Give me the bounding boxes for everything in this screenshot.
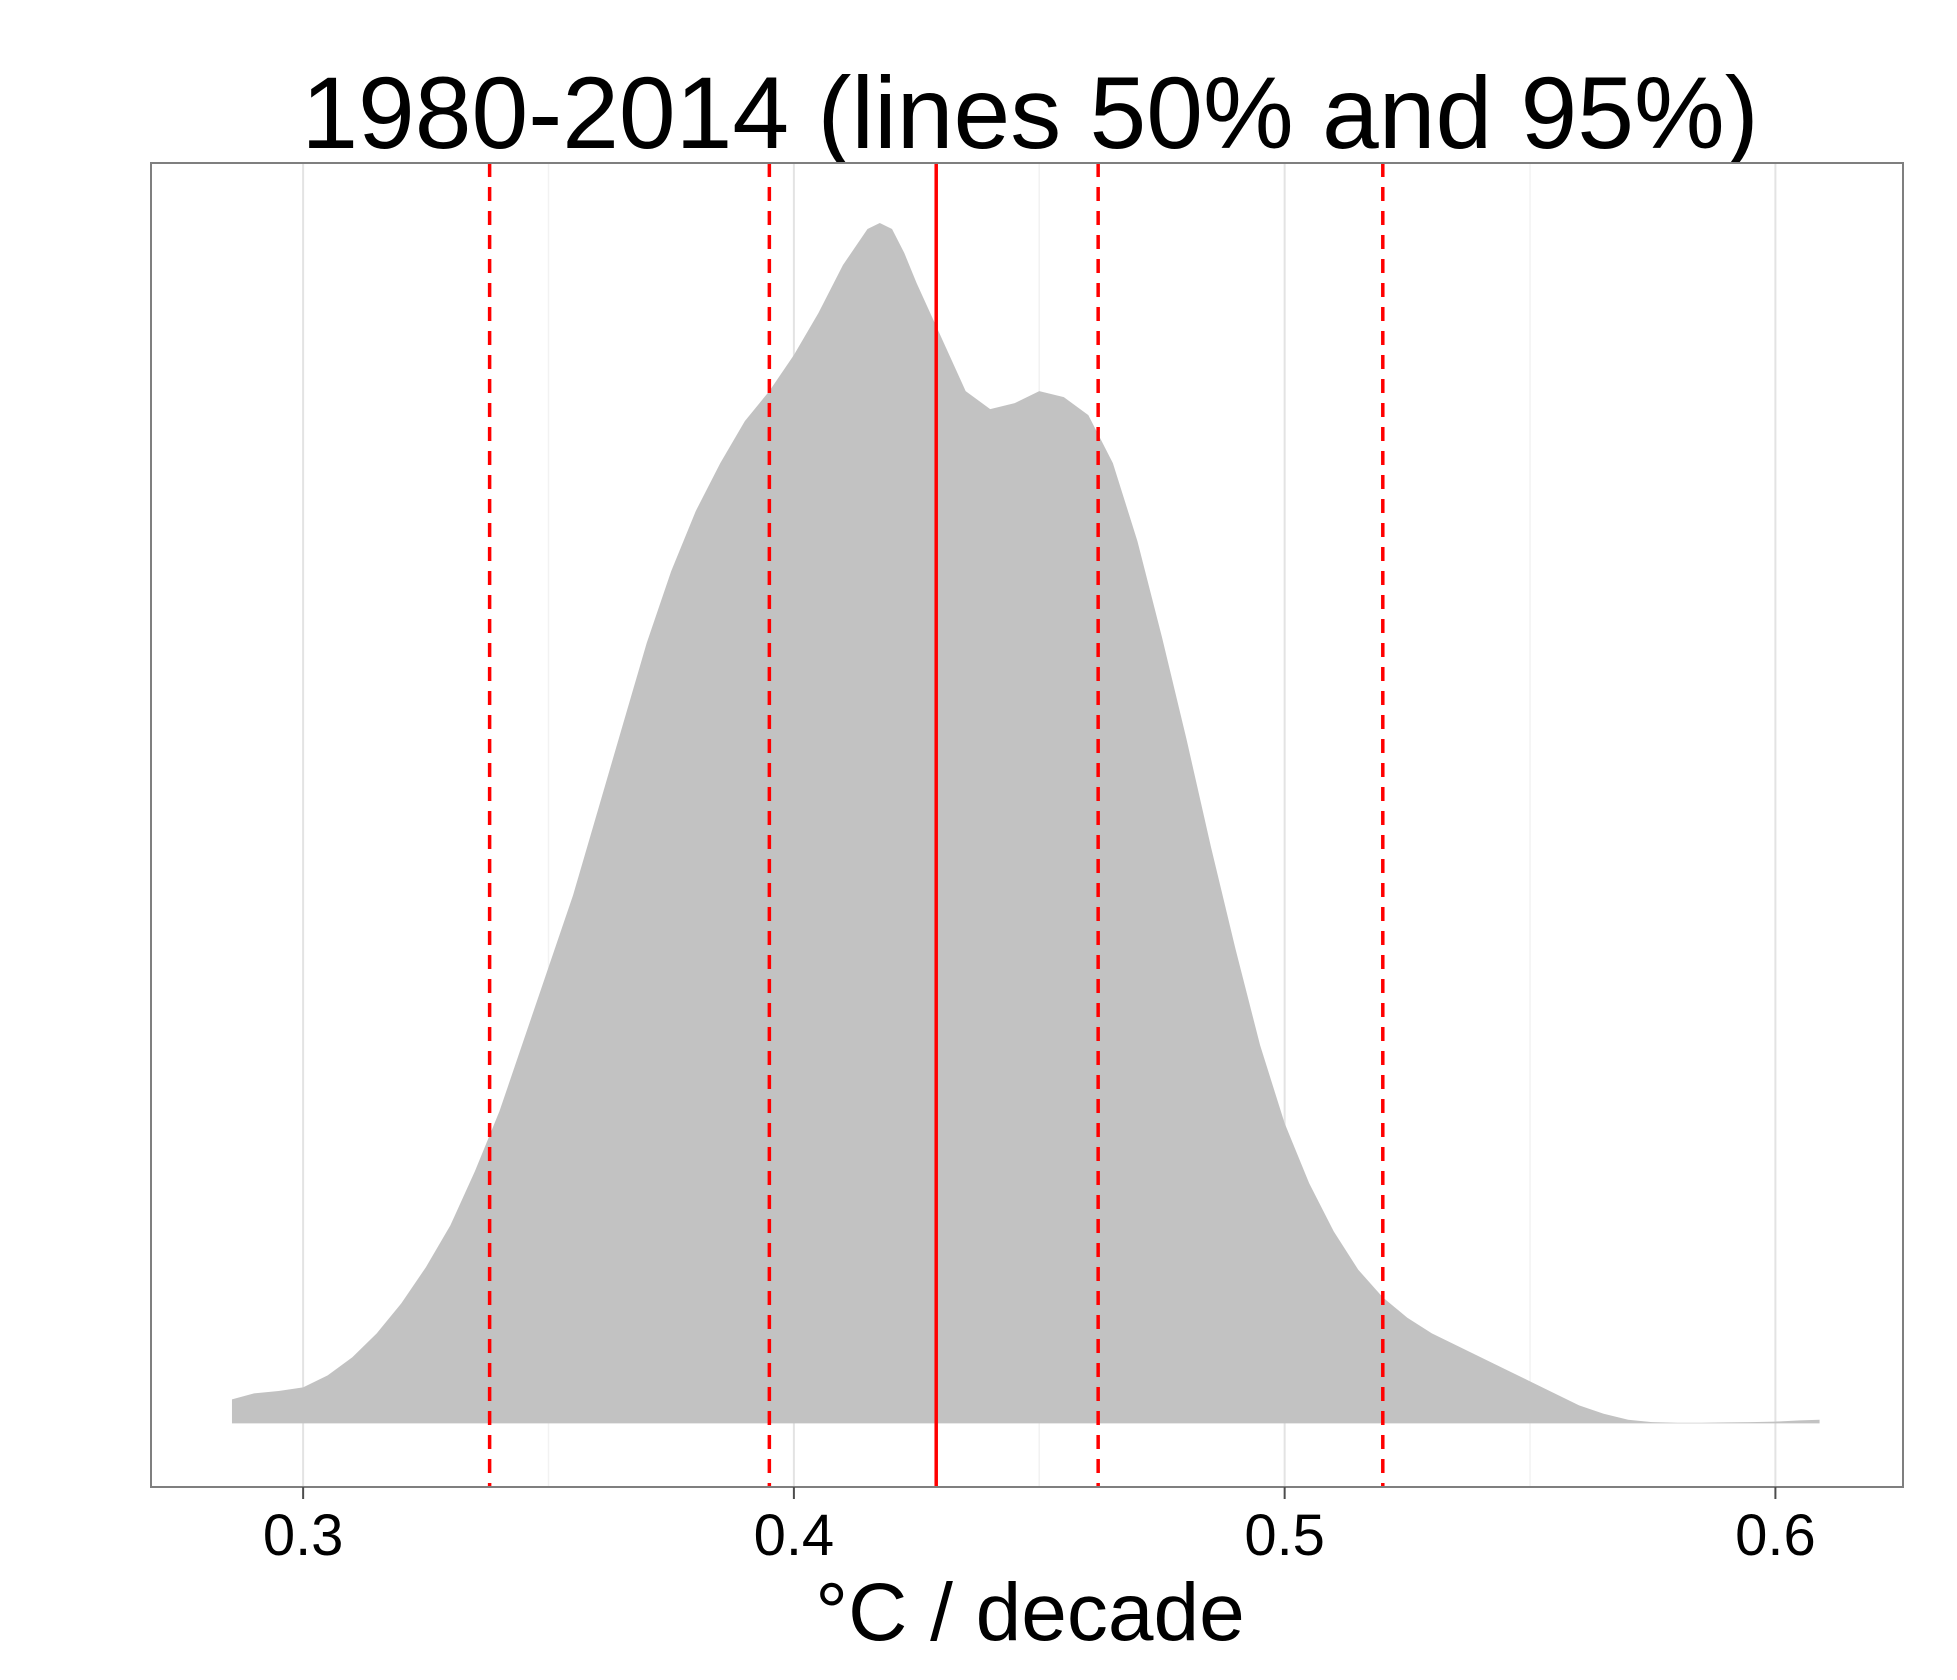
plot-area bbox=[150, 162, 1904, 1488]
x-tick-label: 0.5 bbox=[1244, 1503, 1325, 1568]
chart-title: 1980-2014 (lines 50% and 95%) bbox=[301, 56, 1758, 170]
x-tick-label: 0.4 bbox=[754, 1503, 835, 1568]
x-tick-label: 0.6 bbox=[1735, 1503, 1816, 1568]
plot-border bbox=[150, 162, 1904, 1488]
density-area bbox=[231, 223, 1820, 1424]
x-axis-ticks: 0.3 0.4 0.5 0.6 bbox=[263, 1487, 1816, 1568]
x-tick-label: 0.3 bbox=[263, 1503, 344, 1568]
x-axis-label: °C / decade bbox=[815, 1567, 1244, 1658]
